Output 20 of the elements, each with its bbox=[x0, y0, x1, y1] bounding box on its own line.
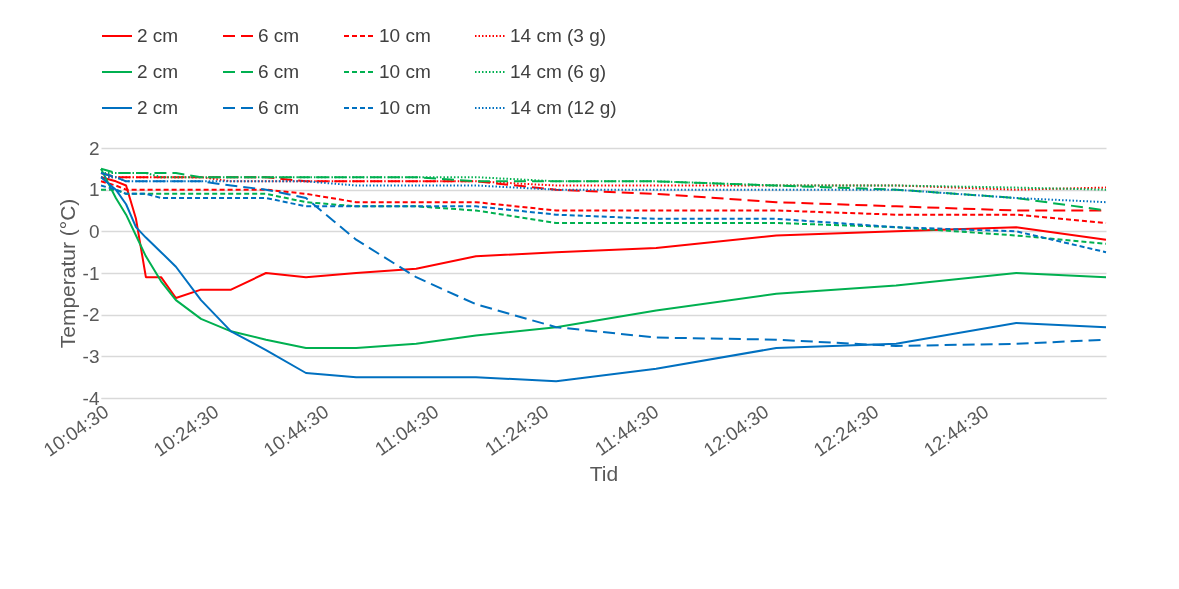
legend-label: 2 cm bbox=[137, 97, 179, 118]
legend-label: 2 cm bbox=[137, 25, 179, 46]
y-tick-label: 0 bbox=[88, 220, 100, 242]
legend-label: 14 cm (12 g) bbox=[510, 97, 617, 118]
legend-label: 6 cm bbox=[258, 61, 300, 82]
y-tick-label: 1 bbox=[88, 179, 100, 201]
y-tick-label: -2 bbox=[82, 304, 100, 326]
legend-label: 10 cm bbox=[379, 61, 431, 82]
legend-label: 6 cm bbox=[258, 25, 300, 46]
legend-label: 2 cm bbox=[137, 61, 179, 82]
legend-label: 6 cm bbox=[258, 97, 300, 118]
y-tick-label: -3 bbox=[82, 345, 100, 367]
y-tick-label: -1 bbox=[82, 262, 100, 284]
y-tick-label: 2 bbox=[88, 137, 100, 159]
legend-label: 10 cm bbox=[379, 25, 431, 46]
x-axis-title: Tid bbox=[589, 462, 619, 486]
legend-label: 14 cm (3 g) bbox=[510, 25, 607, 46]
legend-label: 10 cm bbox=[379, 97, 431, 118]
y-axis-title: Temperatur (°C) bbox=[55, 198, 79, 349]
legend-label: 14 cm (6 g) bbox=[510, 61, 607, 82]
